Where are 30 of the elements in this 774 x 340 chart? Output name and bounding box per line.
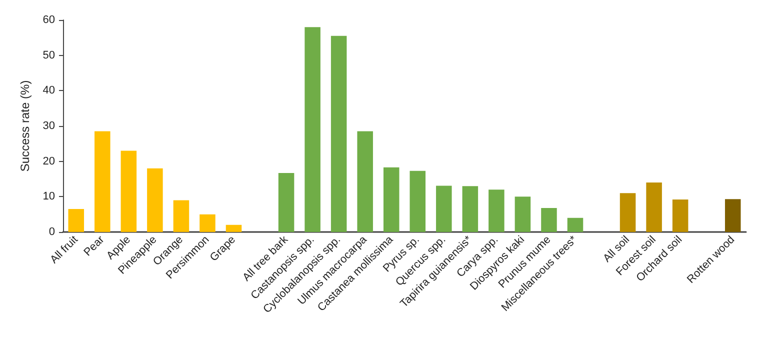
bar: [620, 193, 636, 232]
bar: [278, 172, 294, 232]
bar: [383, 167, 400, 232]
bar: [410, 170, 426, 232]
bar: [357, 131, 373, 232]
y-axis-title: Success rate (%): [18, 80, 32, 172]
bar: [567, 218, 584, 232]
y-tick-label: 10: [42, 190, 55, 203]
y-tick-label: 60: [42, 14, 55, 26]
bar: [304, 27, 320, 232]
y-tick-label: 40: [42, 84, 55, 97]
bar: [68, 209, 84, 232]
bar: [488, 190, 504, 232]
bar: [646, 182, 662, 232]
bar: [462, 186, 478, 232]
bar: [514, 196, 531, 232]
bar: [541, 208, 557, 232]
bar: [724, 199, 741, 232]
bar: [226, 224, 242, 232]
bar: [147, 168, 163, 232]
y-tick-label: 20: [42, 155, 55, 168]
bar: [672, 199, 688, 232]
bar: [173, 200, 190, 232]
bar: [436, 186, 452, 232]
bar: [120, 150, 137, 232]
bar: [94, 131, 110, 232]
y-tick-label: 50: [42, 49, 55, 62]
bar: [330, 36, 347, 232]
bar: [200, 214, 216, 232]
y-tick-label: 30: [42, 120, 55, 132]
